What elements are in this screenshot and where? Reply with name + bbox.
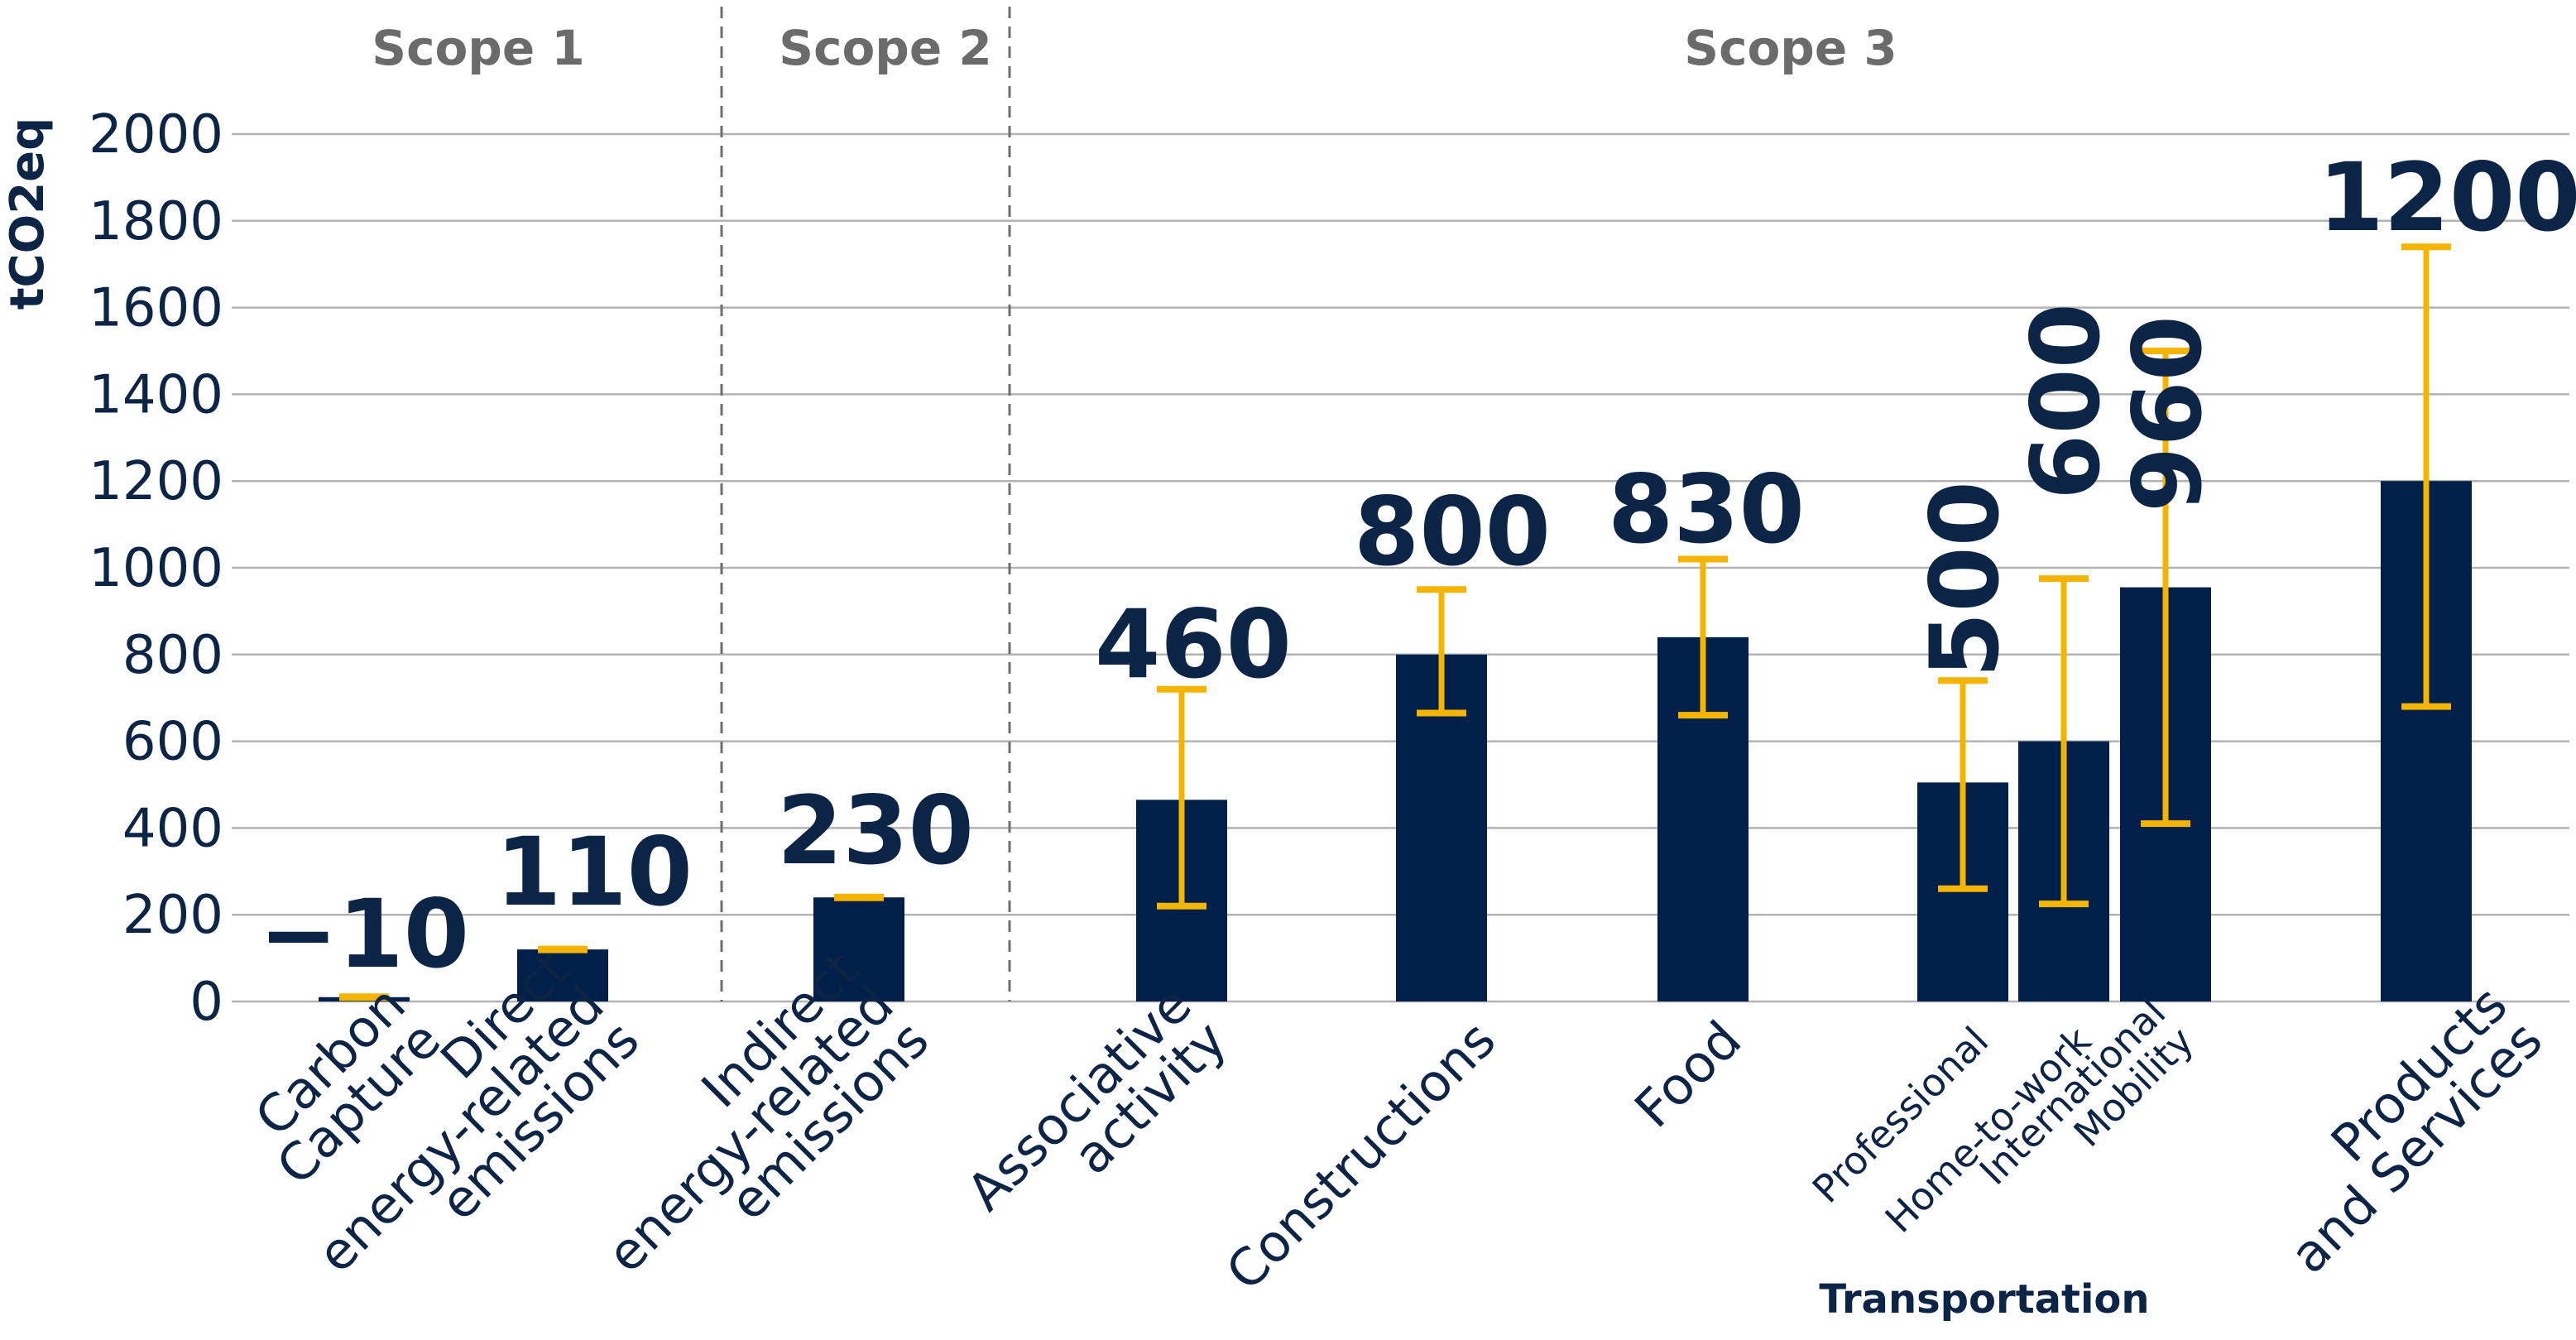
x-tick-label: Food (1623, 1010, 1753, 1140)
error-bars (339, 243, 2451, 1001)
value-label: 460 (1095, 589, 1292, 699)
y-tick-label: 1000 (89, 538, 223, 599)
error-bar (2141, 348, 2190, 828)
x-tick-label: Associativeactivity (955, 974, 1238, 1257)
x-tick-label: Productsand Services (2243, 974, 2554, 1285)
error-bar (1938, 677, 1988, 892)
y-tick-label: 1800 (89, 191, 223, 252)
value-label: 1200 (2318, 142, 2576, 252)
error-bar (1678, 555, 1728, 719)
y-tick-label: 2000 (89, 104, 223, 166)
value-label: 830 (1608, 454, 1805, 564)
scope-dividers (720, 7, 1011, 1001)
y-tick-label: 1200 (89, 451, 223, 512)
value-label: 600 (2011, 303, 2121, 500)
value-label: −10 (259, 879, 469, 989)
scope-labels: Scope 1 Scope 2 Scope 3 (372, 20, 1897, 76)
y-tick-label: 400 (122, 798, 223, 859)
y-tick-labels: 0 200 400 600 800 1000 1200 1400 1600 1800 2000 (89, 104, 223, 1033)
x-tick-label: Constructions (1215, 1010, 1508, 1303)
transportation-group-label: Transportation (1819, 1276, 2149, 1323)
y-tick-label: 0 (189, 972, 223, 1033)
value-label: 960 (2113, 315, 2223, 512)
y-tick-label: 800 (122, 625, 223, 686)
error-bar (2039, 575, 2089, 908)
error-bar (1417, 586, 1466, 717)
value-label: 800 (1354, 477, 1551, 587)
y-tick-label: 1400 (89, 364, 223, 425)
error-bar (1157, 685, 1206, 910)
x-tick-label: Professional (1804, 1018, 1998, 1212)
value-label: 500 (1910, 481, 2020, 678)
y-tick-label: 200 (122, 885, 223, 946)
value-label: 230 (777, 776, 974, 886)
scope-label: Scope 1 (372, 20, 584, 76)
scope-label: Scope 2 (779, 20, 991, 76)
x-tick-label: Indirectenergy-relatedemissions (560, 939, 940, 1319)
bar (517, 949, 608, 1001)
y-axis-label: tCO2eq (1, 118, 55, 310)
value-label: 110 (496, 817, 693, 927)
y-tick-label: 1600 (89, 278, 223, 339)
scope-label: Scope 3 (1684, 20, 1897, 76)
y-tick-label: 600 (122, 712, 223, 773)
error-bar (2401, 243, 2451, 710)
bar (813, 897, 904, 1001)
